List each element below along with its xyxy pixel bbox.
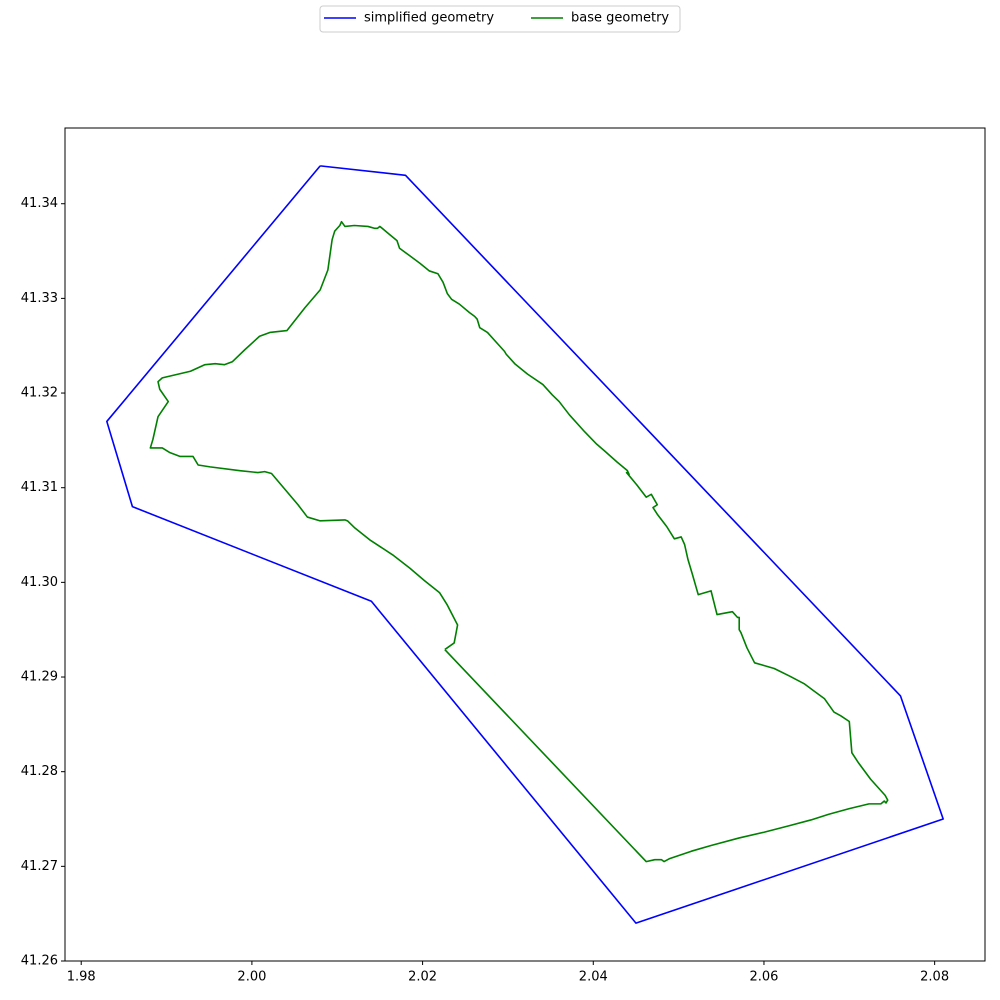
y-tick-label: 41.27 <box>21 859 58 874</box>
y-tick-label: 41.28 <box>21 764 58 779</box>
x-tick-label: 2.06 <box>749 970 778 985</box>
legend-box <box>319 5 681 33</box>
legend-label: base geometry <box>571 11 669 26</box>
line-series <box>106 165 944 924</box>
y-tick-label: 41.34 <box>21 196 58 211</box>
x-tick-label: 1.98 <box>67 970 96 985</box>
y-tick-label: 41.26 <box>21 954 58 969</box>
plot-frame <box>64 127 986 962</box>
y-tick-label: 41.31 <box>21 480 58 495</box>
x-tick-label: 2.02 <box>408 970 437 985</box>
y-tick-label: 41.30 <box>21 575 58 590</box>
legend-label: simplified geometry <box>364 11 494 26</box>
line-series <box>149 220 889 863</box>
y-tick-label: 41.33 <box>21 291 58 306</box>
x-tick-label: 2.04 <box>579 970 608 985</box>
x-tick-label: 2.08 <box>920 970 949 985</box>
y-tick-label: 41.32 <box>21 386 58 401</box>
x-tick-label: 2.00 <box>237 970 266 985</box>
y-tick-label: 41.29 <box>21 670 58 685</box>
